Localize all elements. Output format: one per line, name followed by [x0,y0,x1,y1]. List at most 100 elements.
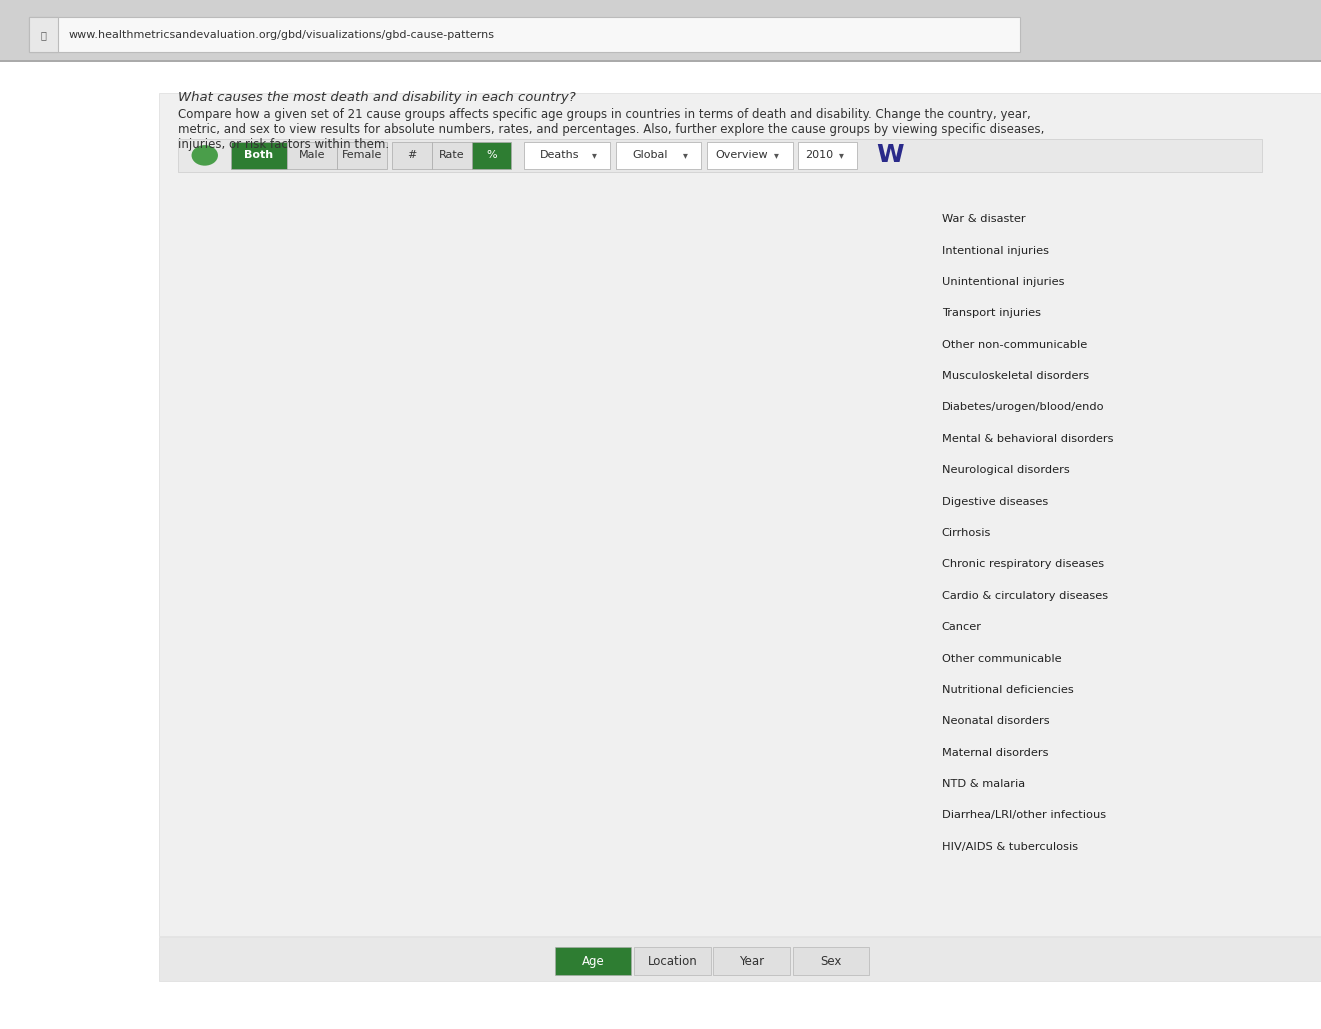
Bar [345,380,374,412]
Bar [551,282,580,334]
Text: %: % [486,150,497,161]
Bar [517,371,546,394]
Bar [379,714,408,720]
Bar [482,325,511,412]
Bar [413,687,443,707]
Bar [585,847,614,911]
Bar [310,211,339,216]
Bar [585,306,614,329]
Bar [413,552,443,561]
Bar [448,749,477,807]
Bar [413,761,443,832]
Bar [345,471,374,476]
Bar [413,528,443,552]
Bar [310,335,339,360]
Bar [860,892,889,911]
Bar [551,779,580,784]
Bar [654,830,683,832]
Bar [448,527,477,538]
Bar [345,639,374,640]
Bar [482,702,511,706]
Bar [620,686,649,806]
Bar [688,843,717,845]
Bar [551,489,580,668]
Text: Diabetes/urogen/blood/endo: Diabetes/urogen/blood/endo [942,402,1104,413]
Text: Unintentional injuries: Unintentional injuries [942,277,1065,287]
Bar [585,801,614,803]
Bar [860,211,889,213]
Bar [791,211,820,213]
Bar [413,561,443,567]
Bar [620,384,649,412]
Bar [207,211,236,213]
Bar [757,284,786,314]
Bar [276,276,305,280]
Bar [551,831,580,911]
Text: Location: Location [647,955,697,967]
Bar [723,850,752,852]
Bar [654,835,683,837]
Bar [620,312,649,344]
Bar [276,275,305,276]
Bar [242,252,271,254]
Text: W: W [876,143,904,168]
Bar [723,286,752,315]
Bar [688,868,717,911]
Bar [517,733,546,737]
Bar [242,233,271,235]
Bar [379,615,408,672]
Bar [207,213,236,216]
Bar [276,214,305,220]
Bar [791,858,820,864]
Bar [379,749,408,862]
Bar [723,253,752,274]
Bar [207,250,236,252]
Bar [585,367,614,375]
Bar [310,365,339,368]
Bar [276,304,305,306]
Bar [482,437,511,455]
Bar [517,646,546,719]
Bar [688,243,717,260]
Bar [242,275,271,285]
Bar [276,382,305,398]
Bar [242,859,271,908]
Bar [654,392,683,422]
Bar [757,751,786,849]
Bar [310,383,339,400]
Bar [448,705,477,740]
Bar [242,316,271,855]
Bar [207,283,236,298]
Bar [791,247,820,269]
Bar [413,237,443,289]
Bar [379,487,408,495]
Bar [620,815,649,818]
Bar [242,908,271,911]
Bar [585,390,614,410]
Bar [207,868,236,872]
Bar [860,878,889,892]
Bar [517,399,546,421]
Bar [242,311,271,316]
Bar [620,252,649,282]
Bar [860,350,889,357]
Text: www.healthmetricsandevaluation.org/gbd/visualizations/gbd-cause-patterns: www.healthmetricsandevaluation.org/gbd/v… [69,30,494,40]
Bar [757,859,786,879]
Bar [413,348,443,477]
Bar [688,355,717,377]
Bar [791,870,820,885]
Bar [723,852,752,873]
Bar [345,680,374,871]
Bar [310,419,339,466]
Bar [517,752,546,758]
Text: Age: Age [581,955,605,967]
Bar [757,855,786,857]
Bar [757,330,786,347]
Text: Cancer: Cancer [942,623,982,632]
Text: Chronic respiratory diseases: Chronic respiratory diseases [942,560,1104,569]
Bar [448,483,477,487]
Bar [654,247,683,269]
Bar [791,864,820,866]
Text: Musculoskeletal disorders: Musculoskeletal disorders [942,371,1089,381]
Bar [242,211,271,213]
